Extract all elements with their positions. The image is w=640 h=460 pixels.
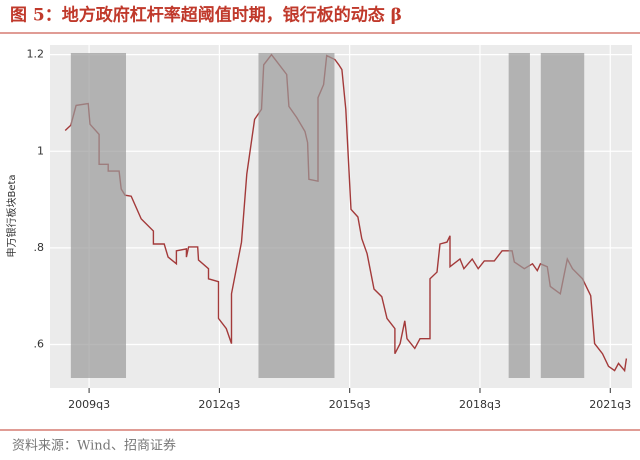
shaded-period [70,53,127,378]
shaded-period [258,53,335,378]
plot-area [50,45,632,388]
x-tick-label: 2015q3 [329,398,371,411]
y-tick-label: 1 [37,144,44,157]
shaded-period [540,53,585,378]
y-tick-label: 1.2 [27,48,45,61]
chart-title: 图 5：地方政府杠杆率超阈值时期，银行板的动态 β [10,5,402,26]
x-tick-label: 2021q3 [589,398,631,411]
x-tick-label: 2009q3 [68,398,110,411]
x-tick-label: 2012q3 [198,398,240,411]
y-axis-label: 申万银行板块Beta [5,174,18,257]
y-tick-label: .8 [34,241,45,254]
shaded-period [508,53,530,378]
source: 资料来源：Wind、招商证券 [12,438,176,454]
x-tick-label: 2018q3 [459,398,501,411]
y-tick-label: .6 [34,338,45,351]
